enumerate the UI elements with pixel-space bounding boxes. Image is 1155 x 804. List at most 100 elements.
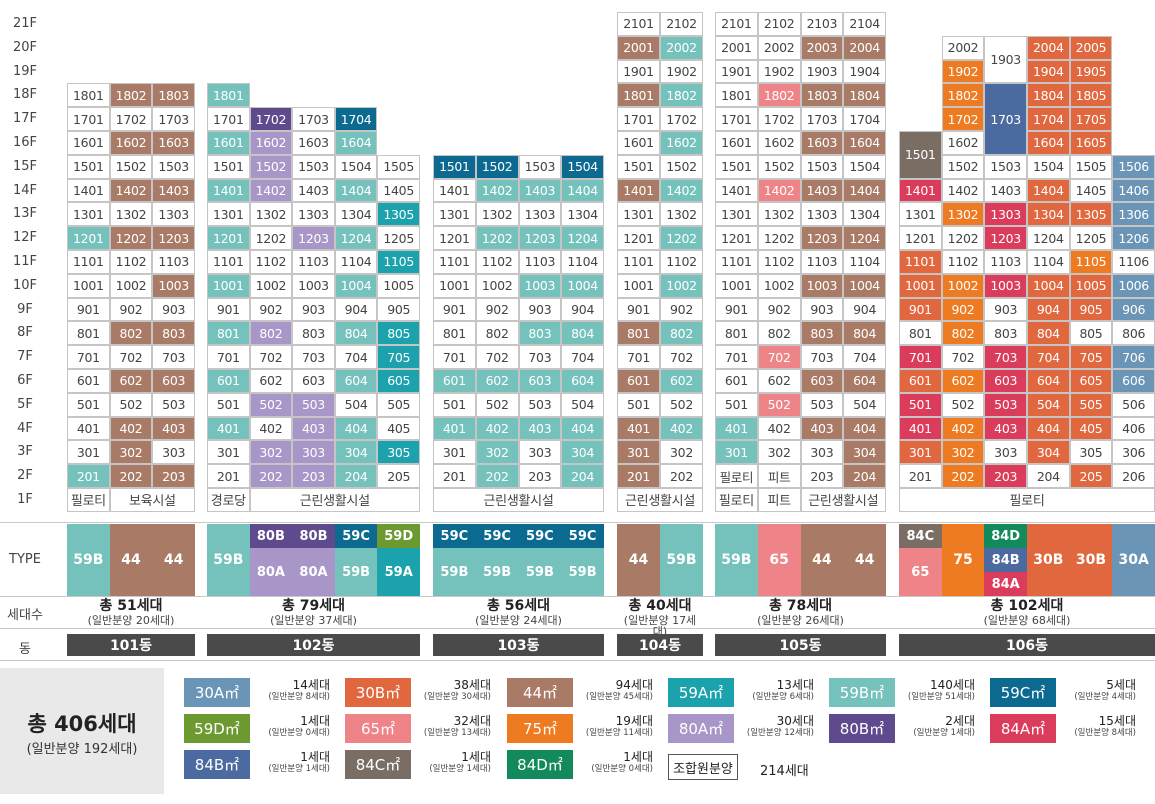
unit-cell: 1102 <box>941 250 985 274</box>
unit-cell: 701 <box>433 345 476 369</box>
unit-cell: 603 <box>152 369 195 393</box>
type-box: 30B <box>1069 524 1113 596</box>
floor-label: 6F <box>17 373 33 388</box>
unit-cell: 501 <box>207 392 250 417</box>
sale-count: (일반분양 20세대) <box>87 614 175 627</box>
unit-cell: 703 <box>152 345 195 369</box>
unit-cell: 305 <box>1069 440 1113 465</box>
unit-cell: 301 <box>617 440 660 465</box>
unit-cell: 1001 <box>715 273 758 298</box>
unit-cell: 1102 <box>109 250 153 274</box>
unit-cell: 1404 <box>843 178 886 203</box>
total-count: 총 40세대 <box>628 598 692 614</box>
unit-cell: 1401 <box>67 178 110 203</box>
unit-cell: 1303 <box>292 202 335 227</box>
unit-cell: 1302 <box>660 202 703 227</box>
unit-cell: 1503 <box>800 154 844 179</box>
unit-cell: 2101 <box>715 12 758 36</box>
unit-cell: 1401 <box>433 178 476 203</box>
unit-cell: 302 <box>941 440 985 465</box>
legend-swatch: 44㎡ <box>507 678 573 707</box>
unit-cell: 1404 <box>561 178 604 203</box>
unit-cell: 305 <box>377 440 420 465</box>
unit-cell: 904 <box>561 297 604 322</box>
unit-cell: 2002 <box>941 35 985 60</box>
unit-cell: 1104 <box>843 250 886 274</box>
unit-cell: 1304 <box>1027 202 1070 227</box>
legend-swatch: 30A㎡ <box>184 678 250 707</box>
unit-cell: 902 <box>249 297 293 322</box>
unit-cell: 1101 <box>207 250 250 274</box>
unit-cell: 302 <box>660 440 703 465</box>
unit-cell: 1301 <box>617 202 660 227</box>
total-count: 총 51세대 <box>99 598 163 614</box>
legend-count: 5세대 (일반분양 4세대) <box>1074 678 1136 702</box>
unit-cell: 201 <box>67 464 110 488</box>
legend: 총 406세대 (일반분양 192세대) 30A㎡ 14세대 (일반분양 8세대) 30B… <box>0 668 1155 804</box>
unit-cell: 2001 <box>715 35 758 60</box>
type-box: 59B <box>518 548 562 596</box>
unit-cell: 302 <box>249 440 293 465</box>
unit-cell: 1402 <box>757 178 801 203</box>
type-box: 59C <box>334 524 378 548</box>
unit-cell: 1602 <box>757 131 801 155</box>
type-box: 59D <box>377 524 420 548</box>
unit-cell: 1703 <box>292 107 335 131</box>
type-box: 84C <box>899 524 942 548</box>
unit-cell: 402 <box>660 416 703 441</box>
unit-cell: 1002 <box>109 273 153 298</box>
unit-cell: 903 <box>984 297 1027 322</box>
unit-cell: 1205 <box>377 226 420 250</box>
unit-cell: 506 <box>1112 392 1155 417</box>
unit-cell: 304 <box>1027 440 1070 465</box>
unit-cell: 1306 <box>1112 202 1155 227</box>
unit-cell: 1402 <box>660 178 703 203</box>
unit-cell: 1701 <box>715 107 758 131</box>
unit-cell: 603 <box>518 369 562 393</box>
unit-cell: 706 <box>1112 345 1155 369</box>
floor-label: 21F <box>12 16 38 31</box>
unit-cell: 1403 <box>800 178 844 203</box>
household-count: 총 51세대 (일반분양 20세대) <box>67 598 195 626</box>
unit-cell: 202 <box>660 464 703 488</box>
unit-cell: 1503 <box>292 154 335 179</box>
unit-cell: 303 <box>152 440 195 465</box>
unit-cell: 601 <box>899 369 942 393</box>
unit-cell: 505 <box>1069 392 1113 417</box>
legend-total: 총 406세대 <box>27 712 137 736</box>
legend-count: 15세대 (일반분양 8세대) <box>1074 714 1136 738</box>
type-box: 59B <box>660 524 703 596</box>
legend-total-sub: (일반분양 192세대) <box>26 742 138 757</box>
unit-cell: 1103 <box>518 250 562 274</box>
unit-cell: 404 <box>334 416 378 441</box>
unit-cell: 703 <box>518 345 562 369</box>
unit-cell: 801 <box>899 321 942 346</box>
floor-label: 11F <box>12 254 38 269</box>
household-count: 총 78세대 (일반분양 26세대) <box>715 598 886 626</box>
legend-swatch: 84C㎡ <box>345 750 411 779</box>
unit-cell: 901 <box>67 297 110 322</box>
unit-cell: 702 <box>660 345 703 369</box>
unit-cell: 1804 <box>843 83 886 108</box>
legend-total-panel: 총 406세대 (일반분양 192세대) <box>0 668 164 794</box>
unit-cell: 1602 <box>941 131 985 155</box>
unit-cell: 604 <box>561 369 604 393</box>
legend-swatch: 75㎡ <box>507 714 573 743</box>
separator-line <box>0 522 1155 523</box>
unit-cell: 2001 <box>617 35 660 60</box>
unit-cell: 1405 <box>377 178 420 203</box>
unit-cell: 601 <box>617 369 660 393</box>
legend-count: 32세대 (일반분양 13세대) <box>423 714 491 738</box>
unit-cell: 1903 <box>984 35 1027 84</box>
unit-cell: 1405 <box>1069 178 1113 203</box>
unit-cell: 302 <box>109 440 153 465</box>
unit-cell: 1201 <box>617 226 660 250</box>
legend-count: 94세대 (일반분양 45세대) <box>585 678 653 702</box>
unit-cell: 1004 <box>561 273 604 298</box>
building-row-label: 동 <box>19 642 31 657</box>
unit-cell: 1004 <box>843 273 886 298</box>
unit-cell: 1303 <box>152 202 195 227</box>
type-box: 59B <box>334 548 378 596</box>
unit-cell: 503 <box>518 392 562 417</box>
legend-swatch: 30B㎡ <box>345 678 411 707</box>
